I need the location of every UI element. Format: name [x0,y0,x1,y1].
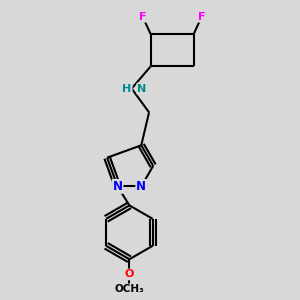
Text: F: F [139,12,146,22]
Text: OCH₃: OCH₃ [115,284,144,294]
Text: N: N [137,84,147,94]
Text: H: H [122,84,132,94]
Text: F: F [198,12,206,22]
Text: O: O [125,269,134,279]
Text: N: N [136,180,146,193]
Text: N: N [112,180,122,193]
